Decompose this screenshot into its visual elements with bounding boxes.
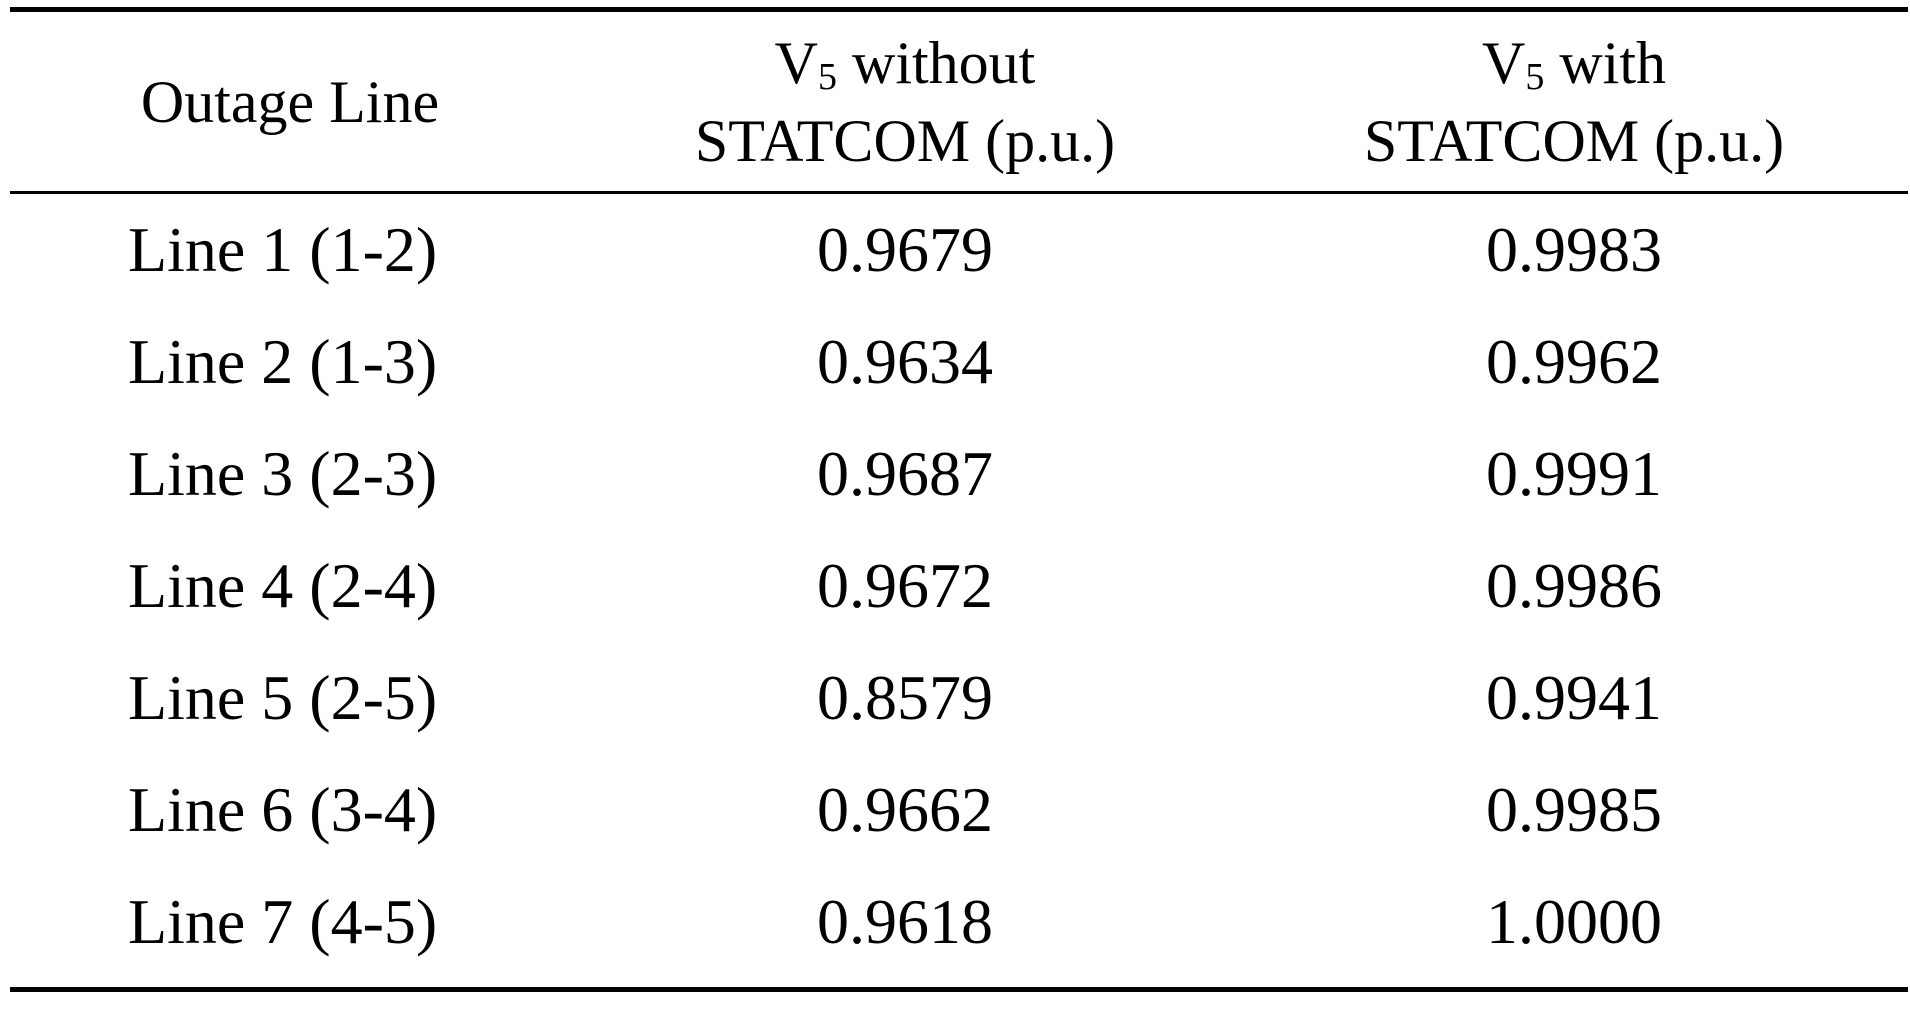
table-top-rule: [10, 7, 1908, 12]
cell-v5-with: 0.9991: [1486, 438, 1662, 509]
cell-v5-with: 0.9962: [1486, 326, 1662, 397]
cell-outage-line: Line 1 (1-2): [128, 214, 438, 285]
cell-v5-with: 0.9983: [1486, 214, 1662, 285]
cell-outage-line: Line 3 (2-3): [128, 438, 438, 509]
table-header-rule: [10, 191, 1908, 194]
table-row: Line 2 (1-3) 0.9634 0.9962: [10, 306, 1908, 418]
header-v5-without-line2: STATCOM (p.u.): [694, 107, 1116, 174]
header-outage-line: Outage Line: [10, 12, 570, 191]
table-row: Line 3 (2-3) 0.9687 0.9991: [10, 418, 1908, 530]
header-v5-without-line1: V5 without: [775, 24, 1036, 102]
cell-v5-without: 0.9679: [817, 214, 993, 285]
cell-v5-without: 0.9672: [817, 550, 993, 621]
cell-outage-line: Line 6 (3-4): [128, 774, 438, 845]
table-row: Line 7 (4-5) 0.9618 1.0000: [10, 866, 1908, 978]
header-v5-without-symbol: V: [774, 29, 818, 96]
cell-outage-line: Line 7 (4-5): [128, 886, 438, 957]
cell-v5-without: 0.8579: [817, 662, 993, 733]
table-bottom-rule: [10, 987, 1908, 992]
header-v5-without-text: without: [837, 29, 1036, 96]
cell-outage-line: Line 5 (2-5): [128, 662, 438, 733]
header-v5-without-subscript: 5: [818, 55, 837, 98]
header-v5-with-text: with: [1544, 29, 1666, 96]
voltage-table: Outage Line V5 without STATCOM (p.u.) V5…: [10, 7, 1908, 992]
header-v5-with-line1: V5 with: [1482, 24, 1666, 102]
table-row: Line 1 (1-2) 0.9679 0.9983: [10, 194, 1908, 306]
table-row: Line 5 (2-5) 0.8579 0.9941: [10, 642, 1908, 754]
cell-outage-line: Line 2 (1-3): [128, 326, 438, 397]
cell-v5-with: 0.9941: [1486, 662, 1662, 733]
table-row: Line 6 (3-4) 0.9662 0.9985: [10, 754, 1908, 866]
cell-outage-line: Line 4 (2-4): [128, 550, 438, 621]
header-v5-with-line2: STATCOM (p.u.): [1363, 107, 1785, 174]
cell-v5-with: 1.0000: [1486, 886, 1662, 957]
cell-v5-without: 0.9687: [817, 438, 993, 509]
header-v5-without: V5 without STATCOM (p.u.): [570, 12, 1240, 191]
header-outage-line-label: Outage Line: [140, 68, 440, 135]
header-v5-with: V5 with STATCOM (p.u.): [1240, 12, 1908, 191]
table-row: Line 4 (2-4) 0.9672 0.9986: [10, 530, 1908, 642]
table-body: Line 1 (1-2) 0.9679 0.9983 Line 2 (1-3) …: [10, 194, 1908, 987]
cell-v5-with: 0.9985: [1486, 774, 1662, 845]
cell-v5-without: 0.9634: [817, 326, 993, 397]
header-v5-with-subscript: 5: [1525, 55, 1545, 98]
cell-v5-without: 0.9618: [817, 886, 993, 957]
cell-v5-with: 0.9986: [1486, 550, 1662, 621]
cell-v5-without: 0.9662: [817, 774, 993, 845]
table-header: Outage Line V5 without STATCOM (p.u.) V5…: [10, 12, 1908, 191]
header-v5-with-symbol: V: [1481, 29, 1526, 96]
